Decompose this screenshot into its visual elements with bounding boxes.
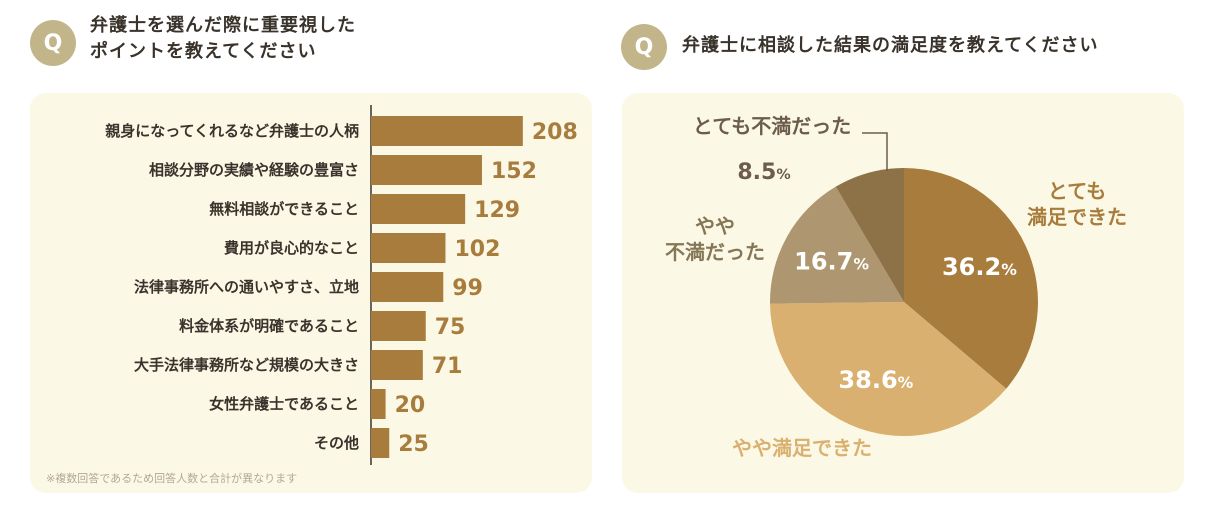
bar: [371, 350, 423, 380]
bar-value-label: 102: [454, 237, 500, 262]
pie-value-label: 16.7%: [794, 247, 869, 275]
bar-value-label: 71: [432, 354, 463, 379]
bar-value-label: 75: [435, 315, 466, 340]
pie-category-label: やや満足できた: [732, 436, 872, 460]
pie-category-label: とても満足できた: [1027, 179, 1127, 229]
bar-category-label: 料金体系が明確であること: [179, 317, 359, 335]
pie-slice: [770, 302, 1007, 437]
bar-value-label: 20: [395, 393, 426, 418]
bar-value-label: 99: [452, 276, 483, 301]
bar-value-label: 208: [532, 120, 578, 145]
bar: [371, 428, 390, 458]
pie-value-label: 36.2%: [942, 253, 1017, 281]
bar-value-label: 129: [474, 198, 520, 223]
pie-slice: [904, 168, 1038, 389]
bar: [371, 272, 444, 302]
pie-slice: [770, 186, 904, 304]
pie-category-label: やや不満だった: [665, 214, 765, 264]
bar-category-label: 大手法律事務所など規模の大きさ: [134, 356, 359, 374]
bar-value-label: 25: [398, 432, 429, 457]
bar-category-label: 法律事務所への通いやすさ、立地: [134, 278, 359, 296]
bar: [371, 233, 446, 263]
bar-category-label: 無料相談ができること: [209, 200, 359, 218]
right-question-title: 弁護士に相談した結果の満足度を教えてください: [682, 35, 1099, 56]
question-badge-right: Q: [621, 24, 667, 70]
bar: [371, 389, 386, 419]
pie-category-label: とても不満だった: [693, 114, 851, 138]
bar: [371, 116, 523, 146]
footnote: ※複数回答であるため回答人数と合計が異なります: [46, 472, 298, 485]
pie-leader-line: [862, 132, 888, 171]
pie-slice: [835, 168, 904, 302]
bar-value-label: 152: [491, 159, 537, 184]
bar-chart: 親身になってくれるなど弁護士の人柄 208 相談分野の実績や経験の豊富さ 152 無料相…: [105, 105, 578, 465]
pie-value-label: 8.5%: [737, 160, 790, 185]
bar: [371, 155, 482, 185]
left-question-title: 弁護士を選んだ際に重要視した ポイントを教えてください: [90, 15, 356, 62]
bar-chart-panel: [30, 93, 592, 493]
question-badge-left: Q: [30, 20, 76, 66]
pie-value-label: 38.6%: [838, 366, 913, 394]
bar-category-label: 女性弁護士であること: [209, 395, 359, 413]
bar: [371, 311, 426, 341]
bar: [371, 194, 466, 224]
bar-category-label: 相談分野の実績や経験の豊富さ: [149, 161, 359, 179]
bar-category-label: 親身になってくれるなど弁護士の人柄: [105, 122, 359, 140]
bar-category-label: その他: [314, 434, 359, 452]
bar-category-label: 費用が良心的なこと: [224, 239, 359, 257]
